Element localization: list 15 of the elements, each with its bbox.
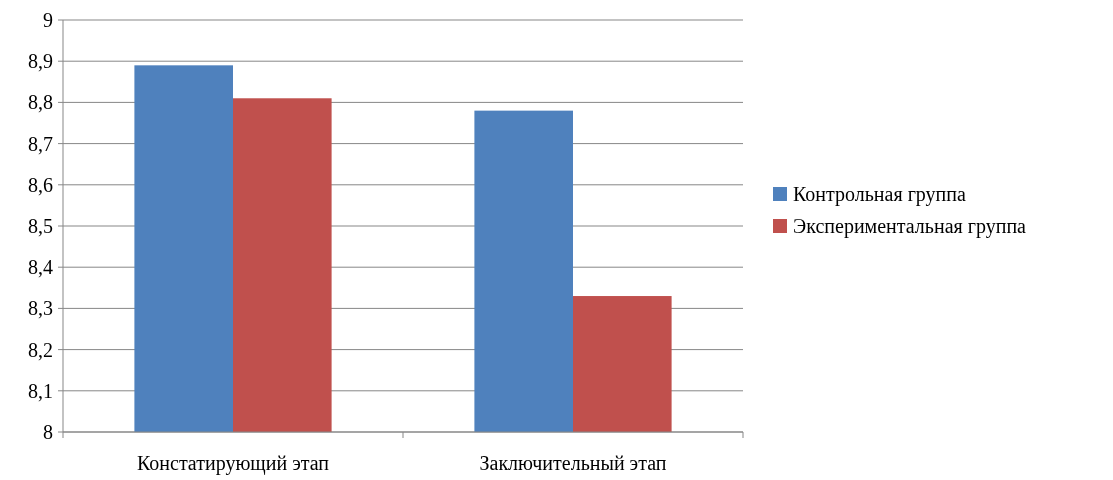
legend-label: Экспериментальная группа (793, 215, 1027, 238)
y-tick-label: 8,3 (28, 297, 53, 320)
y-tick-label: 9 (43, 9, 53, 31)
x-tick-label: Заключительный этап (479, 452, 667, 474)
y-tick-label: 8,5 (28, 215, 53, 237)
y-tick-label: 8 (43, 421, 53, 443)
y-tick-label: 8,2 (28, 338, 53, 361)
y-tick-label: 8,9 (28, 50, 53, 73)
y-tick-label: 8,4 (28, 256, 53, 279)
y-tick-label: 8,6 (28, 173, 53, 196)
x-tick-label: Констатирующий этап (136, 452, 330, 475)
y-tick-label: 8,1 (28, 379, 53, 402)
y-tick-label: 8,7 (28, 132, 53, 155)
legend-label: Контрольная группа (793, 183, 966, 206)
y-tick-label: 8,8 (28, 91, 53, 114)
